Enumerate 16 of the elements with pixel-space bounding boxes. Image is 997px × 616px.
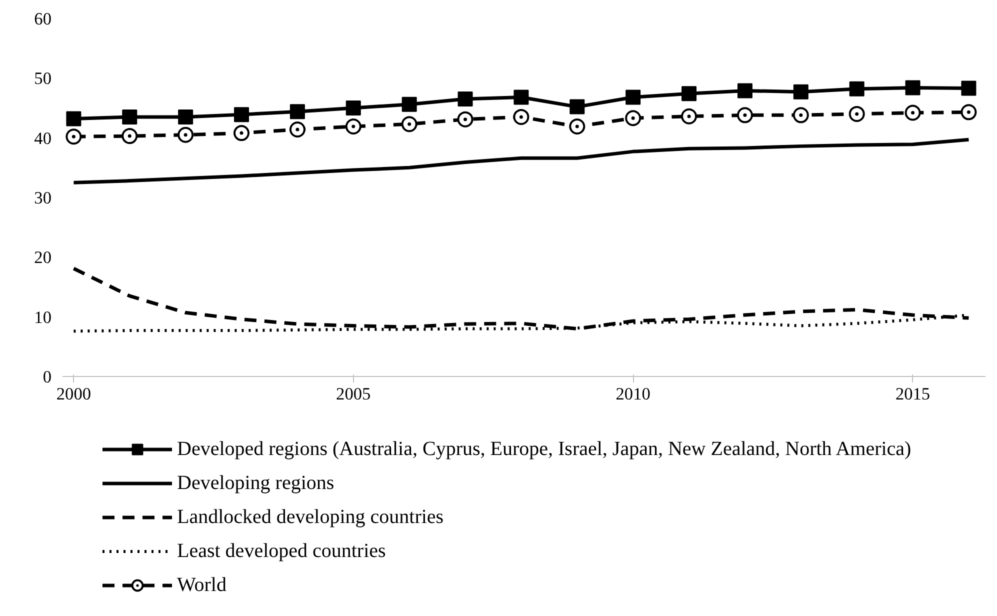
y-tick-label: 0 (42, 368, 52, 386)
x-tick-label: 2010 (616, 384, 650, 404)
legend-label: Landlocked developing countries (177, 504, 444, 530)
legend-label: Developed regions (Australia, Cyprus, Europe, Israel, Japan, New Zealand, North America) (177, 436, 912, 462)
legend-label: Least developed countries (177, 538, 386, 564)
y-tick-label: 30 (34, 188, 52, 208)
y-tick-label: 60 (34, 10, 52, 28)
x-tick-label: 2005 (336, 384, 371, 404)
y-tick-label: 20 (34, 248, 52, 268)
legend-label: World (177, 572, 226, 598)
legend-label: Developing regions (177, 470, 334, 496)
y-tick-label: 40 (34, 128, 52, 148)
y-tick-label: 10 (34, 308, 52, 327)
x-tick-label: 2015 (895, 384, 930, 404)
y-tick-label: 50 (34, 69, 52, 88)
x-tick-label: 2000 (56, 384, 92, 404)
